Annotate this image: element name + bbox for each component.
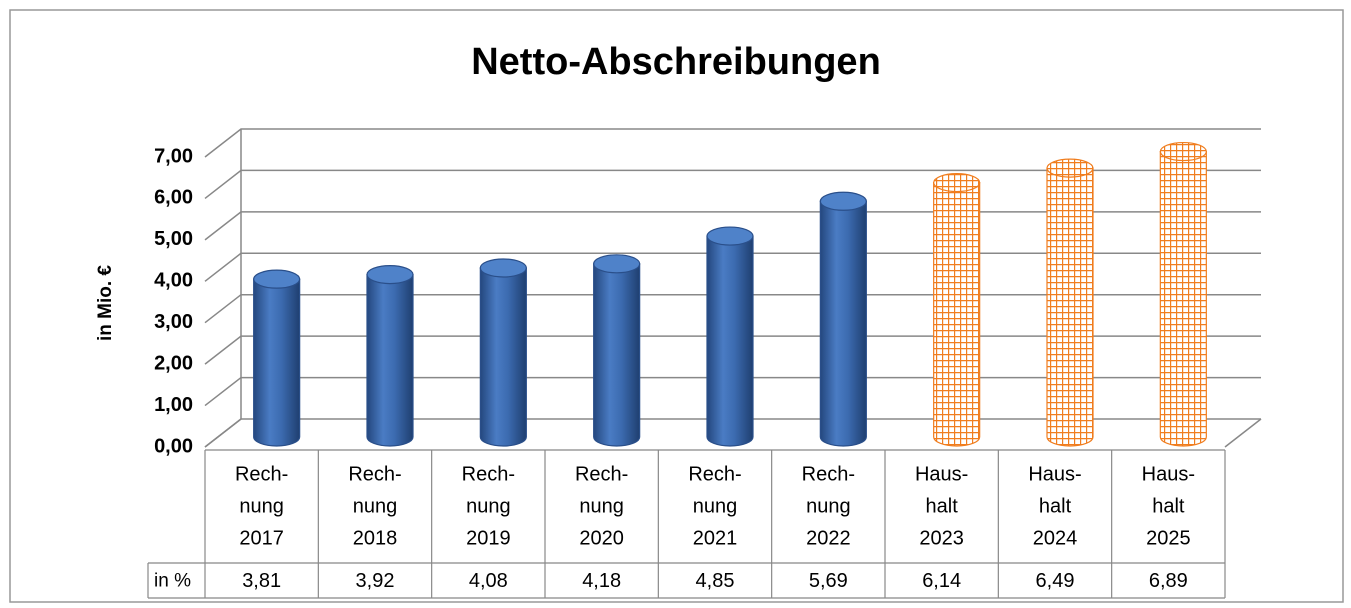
bar (253, 278, 301, 447)
bar (706, 235, 754, 447)
x-tick-label: 2017 (239, 527, 284, 549)
bar-top (253, 269, 301, 289)
x-tick-label: nung (579, 495, 624, 517)
bar (366, 274, 414, 447)
grid-line (204, 128, 1261, 158)
x-tick-label: nung (693, 495, 738, 517)
x-tick-label: Rech- (348, 463, 401, 485)
bar (479, 267, 527, 447)
grid-line (204, 293, 1261, 324)
x-tick-label: 2020 (579, 527, 624, 549)
value-label: 3,81 (242, 570, 281, 592)
x-tick-label: 2023 (919, 527, 964, 549)
x-tick-label: Haus- (1028, 463, 1081, 485)
x-tick-label: halt (1152, 495, 1185, 517)
x-tick-label: halt (1039, 495, 1072, 517)
x-tick-label: 2021 (693, 527, 738, 549)
value-label: 4,85 (696, 570, 735, 592)
y-tick-label: 0,00 (154, 435, 193, 457)
grid-line (204, 169, 1261, 200)
grid-line (204, 376, 1261, 407)
y-tick-label: 6,00 (154, 187, 193, 209)
value-label: 5,69 (809, 570, 848, 592)
x-tick-label: 2018 (353, 527, 398, 549)
x-tick-label: Rech- (802, 463, 855, 485)
x-tick-label: 2024 (1033, 527, 1078, 549)
bar-top (593, 254, 641, 274)
value-label: 6,49 (1036, 570, 1075, 592)
floor-edge (1224, 418, 1262, 448)
frame (9, 9, 1344, 603)
y-tick-label: 4,00 (154, 270, 193, 292)
bar (593, 263, 641, 447)
x-tick-label: nung (806, 495, 851, 517)
bar-top (1046, 158, 1094, 178)
bar (933, 182, 981, 447)
grid-line (204, 418, 1261, 448)
bar-top (366, 265, 414, 285)
x-tick-label: Rech- (575, 463, 628, 485)
value-label: 6,89 (1149, 570, 1188, 592)
grid-line (204, 211, 1261, 241)
value-label: 3,92 (356, 570, 395, 592)
y-tick-label: 7,00 (154, 145, 193, 167)
x-tick-label: Rech- (688, 463, 741, 485)
y-tick-label: 5,00 (154, 228, 193, 250)
x-tick-label: Rech- (235, 463, 288, 485)
bar-top (819, 191, 867, 211)
x-tick-label: 2022 (806, 527, 851, 549)
x-tick-label: nung (353, 495, 398, 517)
x-tick-label: Haus- (1142, 463, 1195, 485)
bar-top (479, 258, 527, 278)
value-label: 4,18 (582, 570, 621, 592)
bar-top (1159, 141, 1207, 162)
bar (1046, 167, 1094, 447)
value-label: 6,14 (922, 570, 961, 592)
x-tick-label: nung (466, 495, 511, 517)
x-tick-label: halt (926, 495, 959, 517)
bar-top (706, 226, 754, 246)
bar-top (933, 173, 981, 193)
x-tick-label: 2019 (466, 527, 511, 549)
grid-line (204, 335, 1261, 365)
chart-title: Netto-Abschreibungen (471, 41, 881, 83)
y-tick-label: 2,00 (154, 352, 193, 374)
table-row-label: in % (154, 571, 191, 592)
y-tick-label: 3,00 (154, 311, 193, 333)
value-label: 4,08 (469, 570, 508, 592)
y-tick-label: 1,00 (154, 394, 193, 416)
x-tick-label: Haus- (915, 463, 968, 485)
grid-line (204, 252, 1261, 282)
x-tick-label: Rech- (462, 463, 515, 485)
x-tick-label: 2025 (1146, 527, 1191, 549)
y-axis-label: in Mio. € (95, 265, 116, 341)
x-tick-label: nung (239, 495, 284, 517)
bar (1159, 150, 1207, 447)
bar (819, 200, 867, 447)
